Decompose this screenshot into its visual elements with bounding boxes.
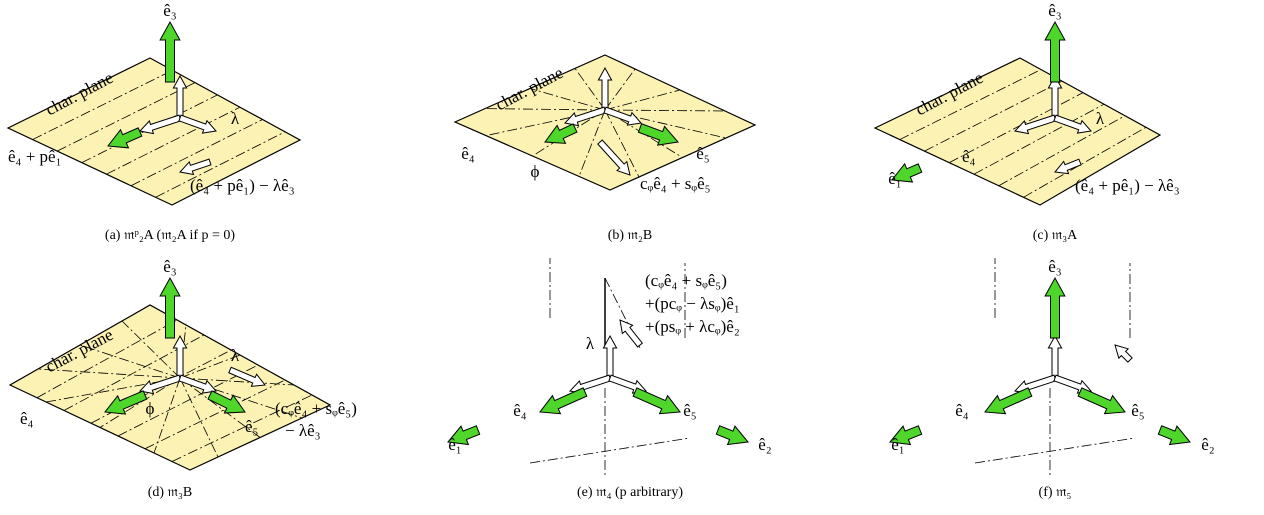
caption: (d) 𝔪₃B <box>148 485 193 500</box>
label: ê₄ <box>513 401 527 420</box>
label: λ <box>231 346 240 365</box>
label: λ <box>586 334 595 353</box>
label: λ <box>1096 109 1105 128</box>
label: ê₁ <box>891 435 904 454</box>
label: λ <box>231 109 240 128</box>
label: +(pcᵩ − λsᵩ)ê₁ <box>645 294 740 313</box>
label: (cᵩê₄ + sᵩê₅) <box>645 271 727 290</box>
label: ê₄ <box>962 147 976 166</box>
label: (cᵩê₄ + sᵩê₅) <box>275 399 357 418</box>
label: ê₄ <box>461 144 475 163</box>
green-arrow <box>1045 278 1065 338</box>
label: ê₁ <box>888 169 901 188</box>
label: ϕ <box>531 162 540 181</box>
white-arrow <box>1115 345 1132 362</box>
caption: (f) 𝔪₅ <box>1039 485 1072 500</box>
label: ê₄ <box>20 409 34 428</box>
label: ê₅ <box>683 401 697 420</box>
label: cᵩê₄ + sᵩê₅ <box>640 174 711 193</box>
label: ê₅ <box>245 417 259 436</box>
label: (ê₄ + pê₁) − λê₃ <box>190 176 295 195</box>
label: ê₄ <box>955 401 969 420</box>
label: ê₅ <box>1131 401 1145 420</box>
green-arrow <box>1078 388 1125 414</box>
white-arrow <box>1048 336 1061 378</box>
label: − λê₃ <box>285 421 321 440</box>
label: ê₃ <box>163 1 177 20</box>
caption: (a) 𝔪ᵖ₂A (𝔪₂A if p = 0) <box>105 228 235 243</box>
dash-dot-line <box>530 438 690 463</box>
label: ê₃ <box>1048 257 1062 276</box>
caption: (b) 𝔪₂B <box>608 228 653 243</box>
label: ê₃ <box>1048 1 1062 20</box>
green-arrow <box>633 388 680 414</box>
green-arrow <box>1158 426 1190 445</box>
white-arrow <box>620 320 642 347</box>
caption: (c) 𝔪₃A <box>1033 228 1078 243</box>
label: ê₂ <box>1201 435 1214 454</box>
label: ê₃ <box>163 257 177 276</box>
figure: ê₃char. planeλê₄ + pê₁(ê₄ + pê₁) − λê₃(a… <box>0 0 1264 510</box>
label: ê₂ <box>758 435 771 454</box>
label: ê₄ + pê₁ <box>8 147 62 166</box>
green-arrow <box>985 388 1032 414</box>
caption: (e) 𝔪₄ (p arbitrary) <box>577 485 683 500</box>
label: (ê₄ + pê₁) − λê₃ <box>1075 176 1180 195</box>
green-arrow <box>540 388 587 414</box>
label: ê₁ <box>448 435 461 454</box>
label: ê₅ <box>696 144 710 163</box>
green-arrow <box>716 426 748 445</box>
label: ϕ <box>146 399 155 418</box>
dash-dot-line <box>975 438 1135 463</box>
label: +(psᵩ + λcᵩ)ê₂ <box>645 317 740 336</box>
